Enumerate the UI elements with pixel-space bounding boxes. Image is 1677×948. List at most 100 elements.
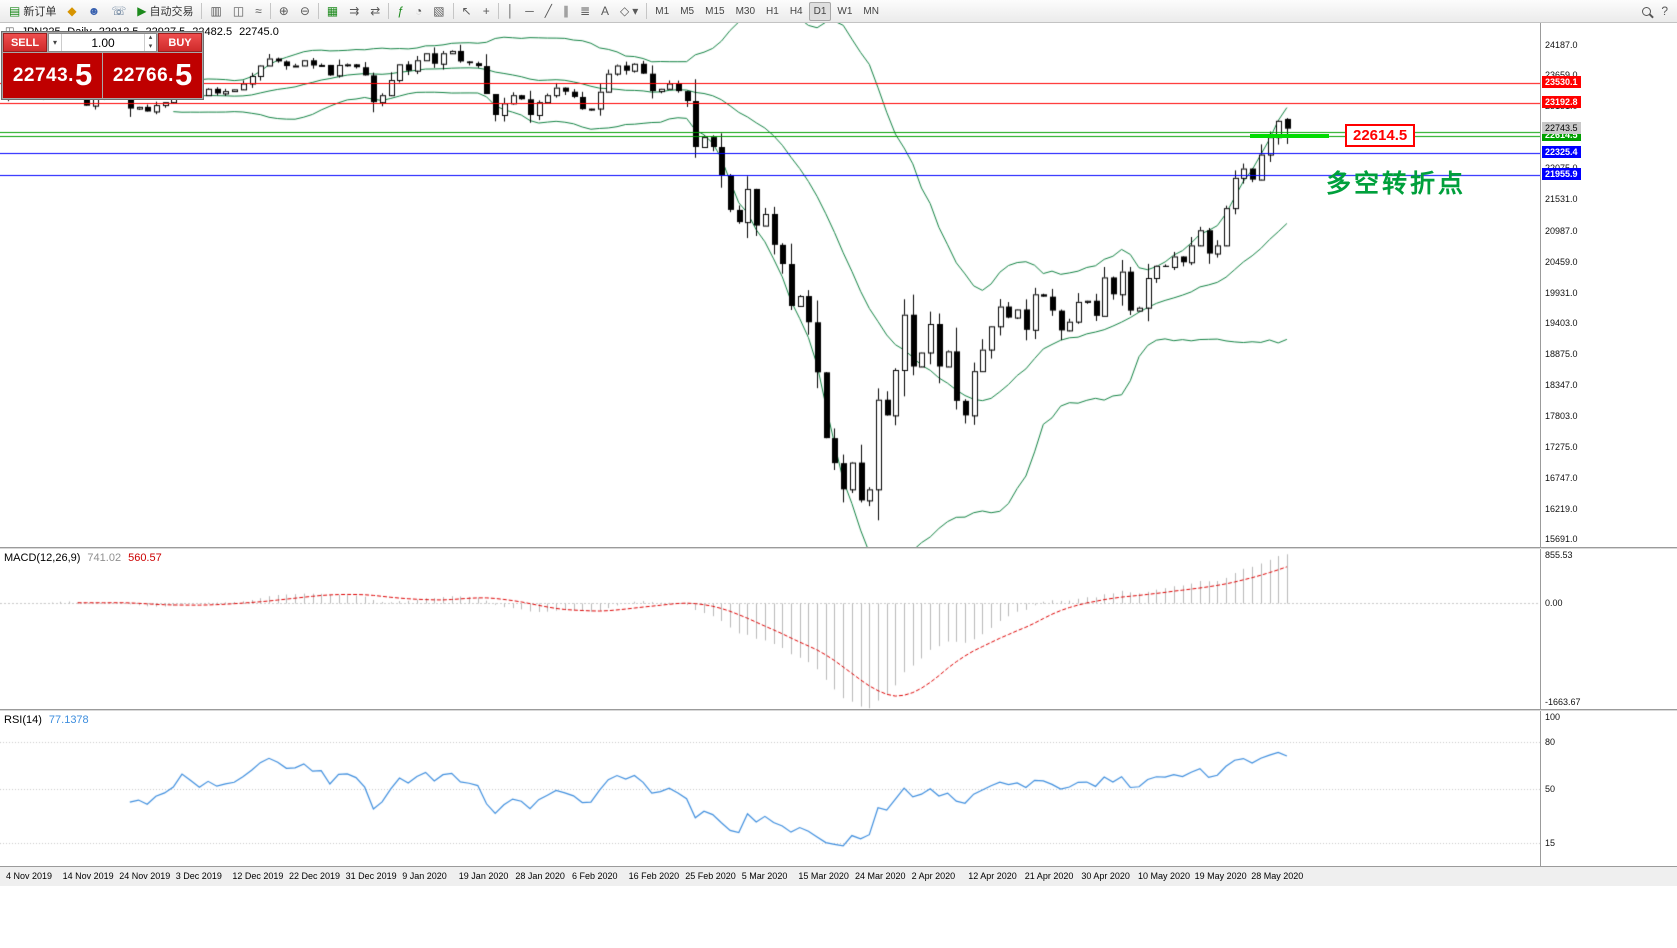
time-axis[interactable]: 4 Nov 2019 14 Nov 2019 24 Nov 2019 3 Dec 20… bbox=[0, 866, 1677, 886]
macd-tick: 0.00 bbox=[1545, 598, 1563, 609]
bar-chart-icon: ▥ bbox=[210, 4, 222, 18]
price-axis[interactable]: 24187.023659.023131.022603.022075.021531… bbox=[1540, 23, 1677, 547]
chart-shift-icon: ⇄ bbox=[370, 4, 381, 18]
templates-button[interactable]: ▧ bbox=[428, 2, 449, 21]
crosshair-button[interactable]: + bbox=[478, 2, 495, 21]
candlestick-chart-button[interactable]: ◫ bbox=[228, 2, 249, 21]
rsi-canvas[interactable] bbox=[0, 711, 1540, 866]
rsi-pane[interactable]: RSI(14) 77.1378 100 80 50 15 bbox=[0, 711, 1677, 866]
time-label: 10 May 2020 bbox=[1138, 871, 1191, 881]
autoscroll-button[interactable]: ⇉ bbox=[344, 2, 364, 21]
toolbar-separator bbox=[388, 3, 390, 19]
one-click-trading-panel: SELL ▾ 1.00 ▴ ▾ BUY 22743. 5 22766. 5 bbox=[1, 31, 204, 100]
time-label: 31 Dec 2019 bbox=[345, 871, 397, 881]
time-label: 12 Dec 2019 bbox=[232, 871, 284, 881]
toolbar-separator bbox=[317, 3, 319, 19]
macd-main-value: 741.02 bbox=[87, 552, 122, 564]
toolbar-separator bbox=[452, 3, 454, 19]
line-chart-icon: ≈ bbox=[255, 4, 262, 18]
timeframe-h1-button[interactable]: H1 bbox=[766, 5, 779, 17]
timeframe-m5-button[interactable]: M5 bbox=[680, 5, 695, 17]
autotrading-button[interactable]: ▶ 自动交易 bbox=[132, 2, 198, 21]
channel-button[interactable]: ∥ bbox=[558, 2, 574, 21]
time-label: 28 Jan 2020 bbox=[515, 871, 565, 881]
ohlc-close: 22745.0 bbox=[239, 26, 279, 38]
rsi-tick: 80 bbox=[1545, 737, 1556, 747]
clock-icon: ◔ bbox=[415, 4, 423, 18]
time-label: 30 Apr 2020 bbox=[1081, 871, 1130, 881]
zoom-in-button[interactable]: ⊕ bbox=[274, 2, 294, 21]
line-price-label: 21955.9 bbox=[1542, 167, 1581, 180]
time-label: 4 Nov 2019 bbox=[6, 871, 53, 881]
timeframe-w1-button[interactable]: W1 bbox=[837, 5, 853, 17]
volume-decrease-icon[interactable]: ▾ bbox=[148, 42, 153, 50]
highlight-line-segment[interactable] bbox=[1250, 134, 1329, 139]
trendline-icon: ╱ bbox=[544, 4, 552, 18]
market-watch-button[interactable]: ◆ bbox=[62, 2, 81, 21]
macd-axis[interactable]: 855.53 0.00 -1663.67 bbox=[1540, 549, 1677, 709]
price-tick: 15691.0 bbox=[1545, 534, 1578, 545]
text-tool-button[interactable]: A bbox=[596, 2, 614, 21]
price-tick: 18347.0 bbox=[1545, 379, 1578, 390]
timeframe-d1-button[interactable]: D1 bbox=[808, 1, 832, 21]
new-order-label: 新订单 bbox=[23, 6, 57, 18]
volume-value[interactable]: 1.00 bbox=[91, 35, 115, 50]
volume-spinner[interactable]: ▴ ▾ bbox=[144, 34, 156, 51]
timeframe-mn-button[interactable]: MN bbox=[863, 5, 879, 17]
chart-workspace: ◫ JPN225-,Daily 22912.5 22927.5 22482.5 … bbox=[0, 23, 1677, 948]
accounts-button[interactable]: ☻ bbox=[83, 2, 106, 21]
timeframe-m30-button[interactable]: M30 bbox=[735, 5, 756, 17]
vertical-line-icon: │ bbox=[506, 4, 515, 18]
sell-button[interactable]: SELL bbox=[3, 33, 47, 52]
line-chart-button[interactable]: ≈ bbox=[250, 2, 267, 21]
time-label: 19 Jan 2020 bbox=[458, 871, 509, 881]
timeframe-m15-button[interactable]: M15 bbox=[705, 5, 725, 17]
sell-price-button[interactable]: 22743. 5 bbox=[3, 53, 102, 98]
search-button[interactable] bbox=[1637, 2, 1656, 21]
pane-separator[interactable] bbox=[0, 709, 1677, 711]
zoom-out-button[interactable]: ⊖ bbox=[295, 2, 315, 21]
cursor-button[interactable]: ↖ bbox=[457, 2, 477, 21]
search-icon bbox=[1642, 6, 1652, 16]
buy-button[interactable]: BUY bbox=[158, 33, 202, 52]
volume-input[interactable]: ▾ 1.00 ▴ ▾ bbox=[48, 33, 157, 52]
timeframe-h4-button[interactable]: H4 bbox=[789, 5, 803, 17]
time-label: 9 Jan 2020 bbox=[402, 871, 447, 881]
help-button[interactable]: ? bbox=[1656, 2, 1673, 21]
timeframe-m1-button[interactable]: M1 bbox=[655, 5, 670, 17]
support-button[interactable]: ☏ bbox=[106, 2, 131, 21]
time-label: 25 Feb 2020 bbox=[685, 871, 736, 881]
buy-price-button[interactable]: 22766. 5 bbox=[103, 53, 202, 98]
shapes-button[interactable]: ◇ ▾ bbox=[615, 2, 643, 21]
rsi-tick: 50 bbox=[1545, 783, 1556, 794]
periods-button[interactable]: ◔ bbox=[410, 2, 427, 21]
rsi-tick: 100 bbox=[1545, 712, 1561, 722]
time-label: 22 Dec 2019 bbox=[289, 871, 341, 881]
macd-canvas[interactable] bbox=[0, 549, 1540, 709]
time-label: 19 May 2020 bbox=[1194, 871, 1247, 881]
pane-separator[interactable] bbox=[0, 547, 1677, 549]
rsi-axis[interactable]: 100 80 50 15 bbox=[1540, 711, 1677, 866]
annotation-note[interactable]: 多空转折点 bbox=[1326, 170, 1467, 199]
fibonacci-button[interactable]: ≣ bbox=[575, 2, 595, 21]
vertical-line-button[interactable]: │ bbox=[502, 2, 520, 21]
bar-chart-button[interactable]: ▥ bbox=[205, 2, 226, 21]
zoom-in-icon: ⊕ bbox=[278, 4, 289, 18]
main-chart-pane[interactable]: ◫ JPN225-,Daily 22912.5 22927.5 22482.5 … bbox=[0, 23, 1677, 547]
horizontal-line-button[interactable]: ─ bbox=[520, 2, 539, 21]
market-watch-icon: ◆ bbox=[67, 4, 77, 18]
line-price-label: 22325.4 bbox=[1542, 146, 1581, 159]
main-chart-canvas[interactable] bbox=[0, 23, 1540, 547]
toolbar-separator bbox=[646, 3, 648, 19]
indicators-button[interactable]: ƒ bbox=[392, 2, 409, 21]
grid-button[interactable]: ▦ bbox=[322, 2, 343, 21]
macd-pane[interactable]: MACD(12,26,9) 741.02 560.57 855.53 0.00 -1… bbox=[0, 549, 1677, 709]
volume-increase-icon[interactable]: ▴ bbox=[148, 34, 153, 41]
rsi-tick: 15 bbox=[1545, 837, 1556, 848]
price-tick: 21531.0 bbox=[1545, 194, 1578, 205]
new-order-button[interactable]: ▤ 新订单 bbox=[4, 2, 61, 21]
volume-dropdown-caret-icon[interactable]: ▾ bbox=[49, 34, 62, 51]
price-callout-label[interactable]: 22614.5 bbox=[1345, 124, 1416, 148]
chart-shift-button[interactable]: ⇄ bbox=[365, 2, 385, 21]
trendline-button[interactable]: ╱ bbox=[540, 2, 557, 21]
